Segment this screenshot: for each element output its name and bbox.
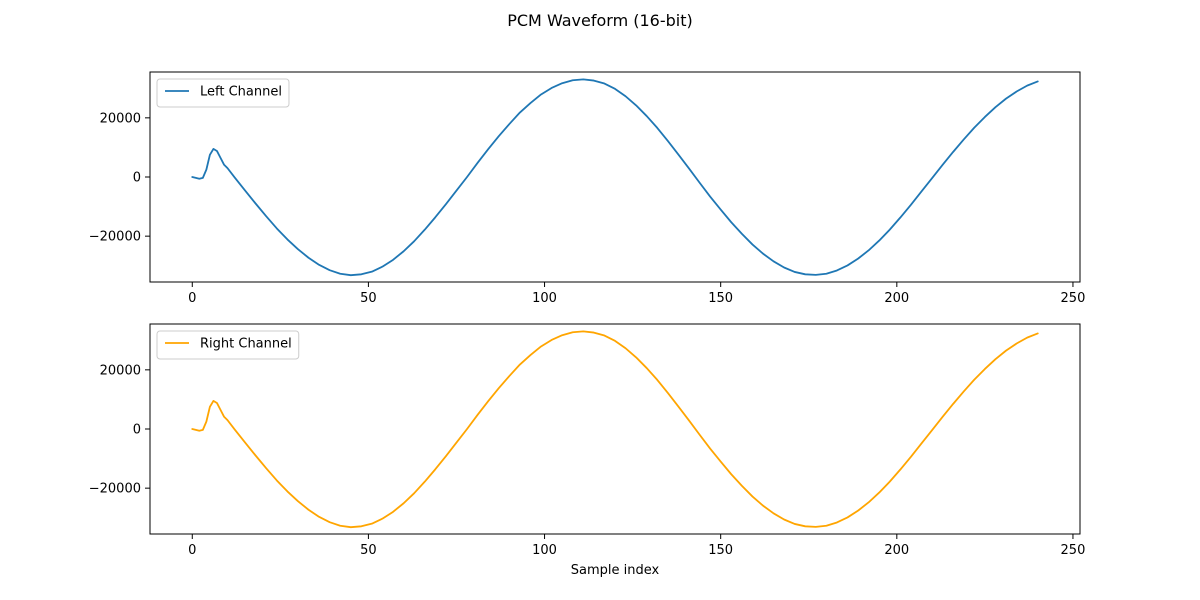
x-tick-label: 200 [884, 291, 909, 306]
y-tick-label: 0 [133, 171, 141, 186]
y-tick-label: −20000 [89, 482, 141, 497]
legend-box [156, 78, 290, 108]
legend-box [156, 330, 300, 360]
x-tick-label: 250 [1061, 291, 1086, 306]
y-tick-label: 20000 [100, 111, 141, 126]
x-tick-label: 0 [188, 291, 196, 306]
legend-label: Right Channel [200, 337, 292, 352]
legend-label: Left Channel [200, 85, 282, 100]
x-tick-label: 100 [532, 543, 557, 558]
x-tick-label: 250 [1061, 543, 1086, 558]
legend: Left Channel [156, 78, 290, 108]
x-tick-label: 150 [708, 543, 733, 558]
series-line-right-channel [191, 330, 1039, 529]
x-tick-label: 100 [532, 291, 557, 306]
legend: Right Channel [156, 330, 300, 360]
x-tick-label: 50 [360, 291, 377, 306]
x-tick-label: 200 [884, 543, 909, 558]
x-tick-label: 50 [360, 543, 377, 558]
subplot-1: 0 50 100 150 200 250 −20000 0 20000 Left Channel [89, 71, 1086, 306]
series-line-left-channel [191, 78, 1039, 277]
x-tick-label: 0 [188, 543, 196, 558]
subplot-2: 0 50 100 150 200 250 −20000 0 20000 Sample index R… [89, 323, 1086, 578]
y-tick-label: −20000 [89, 230, 141, 245]
y-tick-label: 20000 [100, 363, 141, 378]
figure-title: PCM Waveform (16-bit) [507, 11, 693, 30]
x-axis-label: Sample index [571, 563, 660, 578]
x-tick-label: 150 [708, 291, 733, 306]
y-tick-label: 0 [133, 423, 141, 438]
